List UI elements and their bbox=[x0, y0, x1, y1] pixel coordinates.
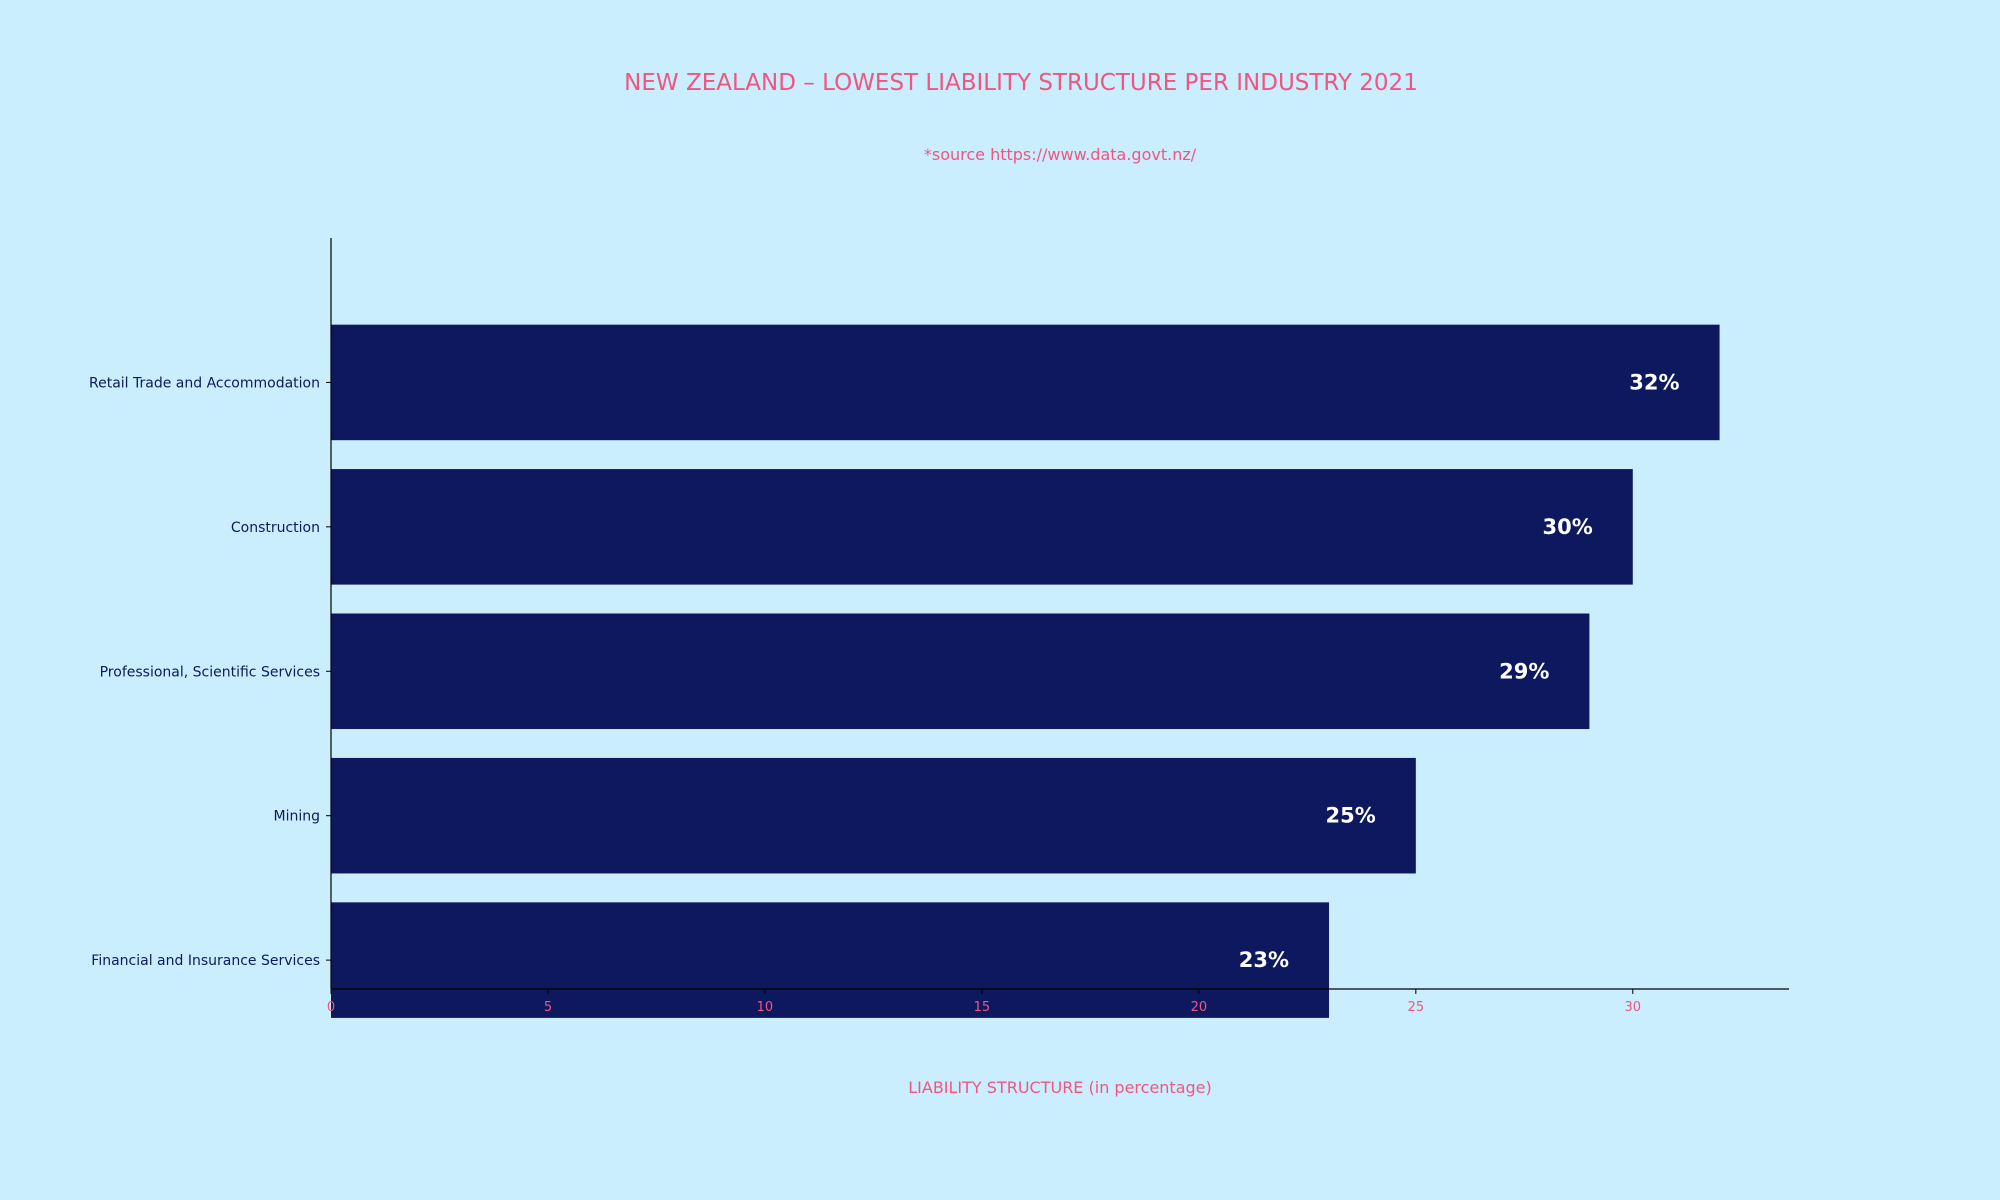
bar-1 bbox=[331, 469, 1633, 585]
bars-layer: 32% 30% 29% 25% 23% bbox=[331, 324, 1720, 1018]
x-tick-label-5: 25 bbox=[1408, 1000, 1425, 1015]
category-label-3: Mining bbox=[274, 809, 321, 825]
bar-value-label-2: 29% bbox=[1499, 659, 1549, 683]
bar-value-label-3: 25% bbox=[1326, 804, 1376, 828]
x-tick-label-6: 30 bbox=[1625, 1000, 1642, 1015]
chart-title: NEW ZEALAND – LOWEST LIABILITY STRUCTURE… bbox=[624, 70, 1418, 96]
x-tick-label-0: 0 bbox=[327, 1000, 335, 1015]
category-label-4: Financial and Insurance Services bbox=[91, 953, 320, 969]
bar-0 bbox=[331, 324, 1720, 441]
bar-value-label-0: 32% bbox=[1629, 370, 1679, 394]
category-label-2: Professional, Scientific Services bbox=[100, 664, 320, 680]
bar-3 bbox=[331, 757, 1416, 874]
chart-subtitle: *source https://www.data.govt.nz/ bbox=[924, 145, 1197, 164]
category-label-0: Retail Trade and Accommodation bbox=[89, 375, 320, 391]
bar-4 bbox=[331, 902, 1330, 1018]
category-label-1: Construction bbox=[231, 520, 320, 536]
x-tick-label-4: 20 bbox=[1191, 1000, 1208, 1015]
x-tick-label-2: 10 bbox=[757, 1000, 774, 1015]
bar-value-label-4: 23% bbox=[1239, 948, 1289, 972]
x-tick-label-3: 15 bbox=[974, 1000, 991, 1015]
x-tick-label-1: 5 bbox=[544, 1000, 552, 1015]
bar-value-label-1: 30% bbox=[1543, 515, 1593, 539]
bar-2 bbox=[331, 613, 1590, 730]
axes-layer: Retail Trade and Accommodation Constructi… bbox=[89, 238, 1789, 1015]
x-axis-label: LIABILITY STRUCTURE (in percentage) bbox=[908, 1078, 1212, 1097]
